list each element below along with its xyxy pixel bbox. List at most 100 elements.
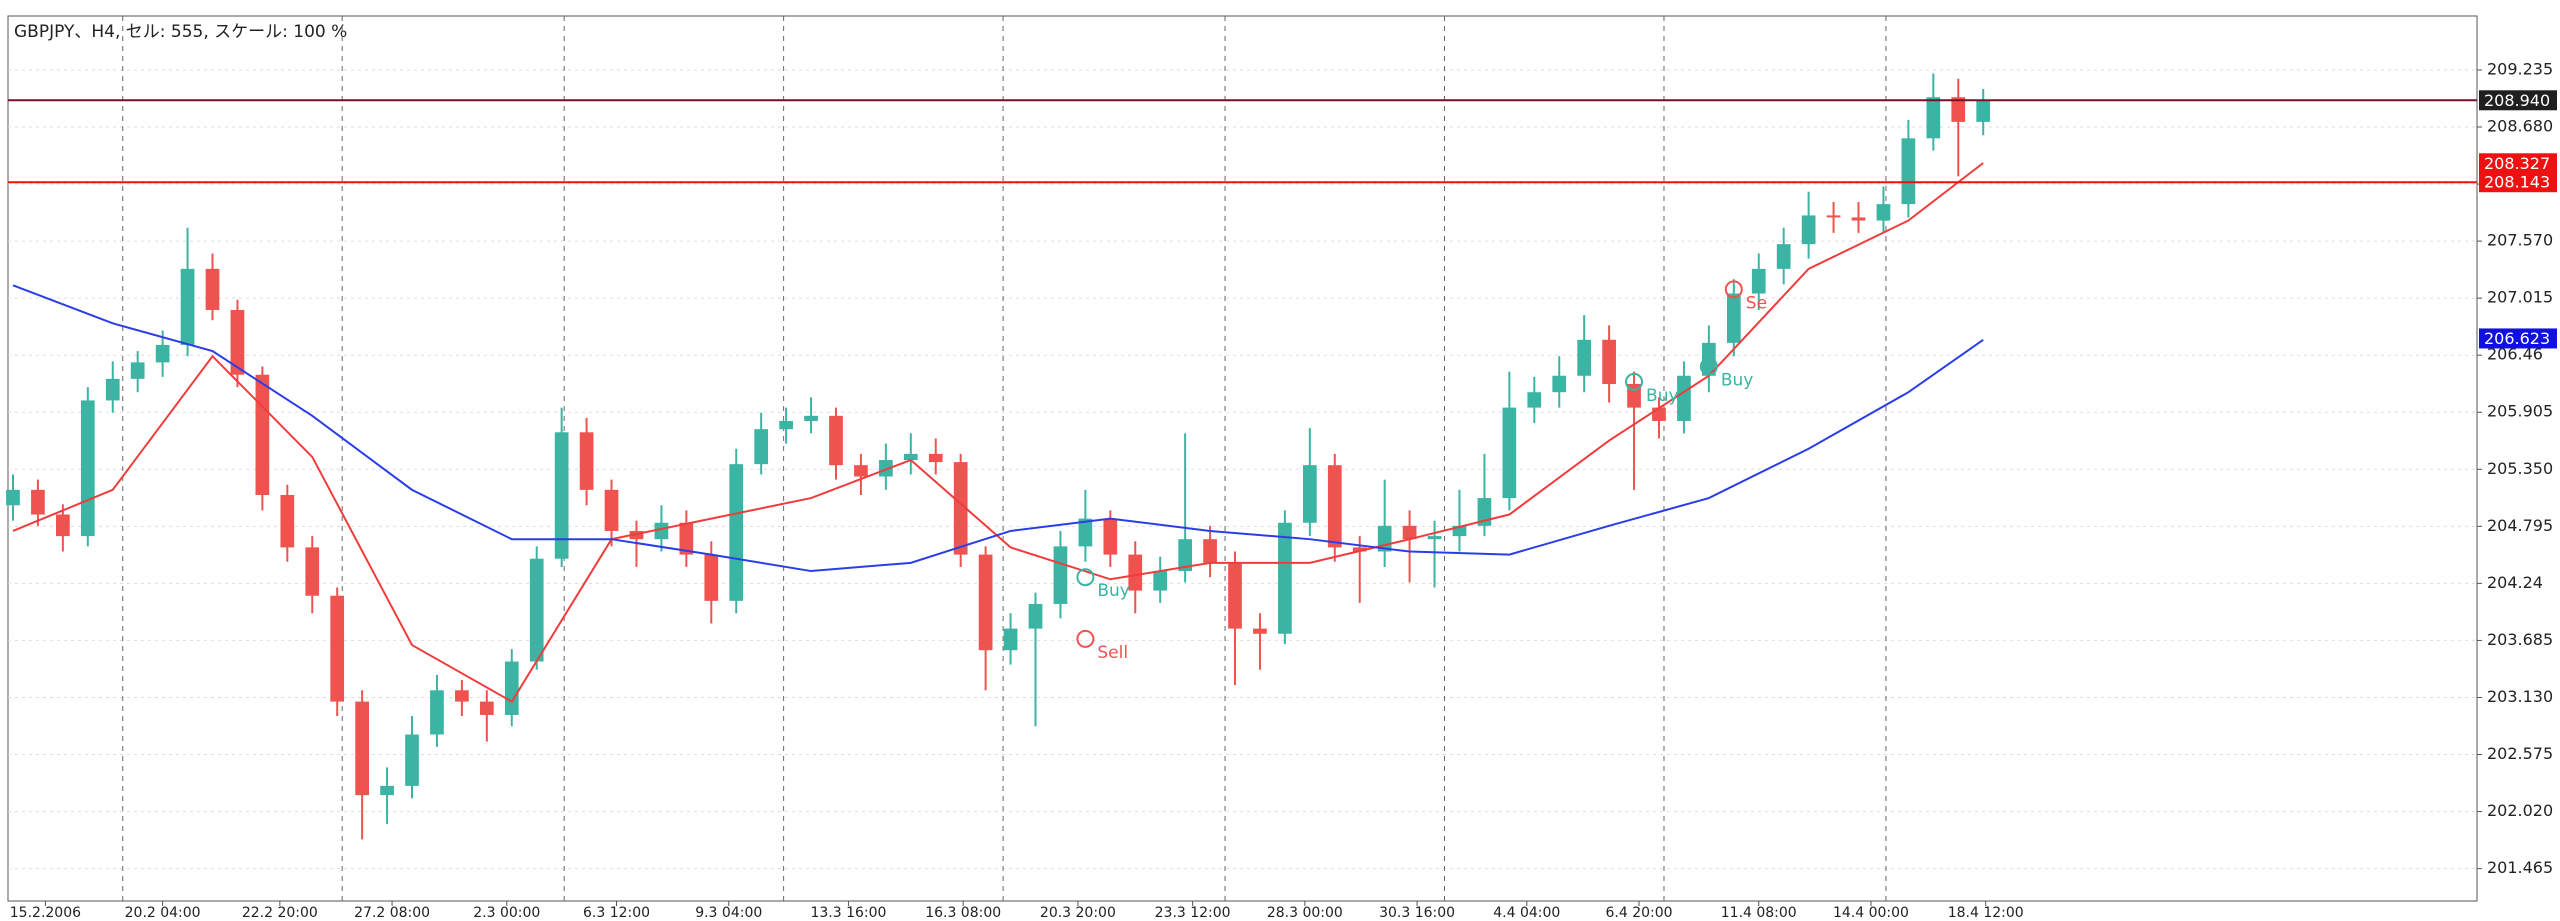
candle-body [1726,293,1741,343]
candle-body [130,362,145,379]
candle-body [1602,339,1616,384]
candle-body [1502,407,1517,499]
candle-body [479,701,494,715]
y-tick-label: 202.575 [2487,744,2553,763]
candle-body [1527,392,1542,408]
candle-body [1078,518,1093,547]
candle-body [1652,407,1666,421]
price-badge [2479,153,2557,174]
candle-body [654,522,669,540]
price-badge-label: 206.623 [2484,329,2550,348]
candle-body [1253,628,1267,634]
x-tick-label: 9.3 04:00 [695,905,762,921]
x-tick-label: 23.3 12:00 [1155,905,1231,921]
price-badge [2479,172,2557,193]
candle-body [1552,375,1567,393]
candle-body [978,554,993,651]
candle-body [1876,204,1891,221]
candle-body [80,400,95,537]
candle-body [579,432,594,490]
candle-body [1352,547,1367,552]
candle-body [1278,522,1292,634]
candle-body [754,429,769,465]
candle-body [1851,217,1866,221]
y-tick-label: 204.795 [2487,516,2553,535]
candle-body [879,460,893,477]
candle-body [704,554,719,601]
price-badge-label: 208.940 [2484,91,2550,110]
candle-body [1103,518,1118,555]
candle-body [1128,554,1143,591]
candle-body [6,489,20,506]
candle-body [1228,562,1242,629]
x-tick-label: 18.4 12:00 [1948,905,2024,921]
candle-body [1327,465,1342,548]
plot-frame [7,15,2478,902]
price-badge-label: 208.327 [2484,154,2550,173]
y-tick-label: 205.350 [2487,459,2553,478]
x-tick-label: 2.3 00:00 [473,905,540,921]
candle-body [1302,465,1317,523]
candle-body [529,558,544,662]
trade-label: Sell [1097,643,1128,663]
y-tick-label: 209.235 [2487,59,2553,78]
y-tick-label: 202.020 [2487,801,2553,820]
candle-body [1178,539,1192,572]
x-tick-label: 13.3 16:00 [810,905,886,921]
x-tick-label: 30.3 16:00 [1379,905,1455,921]
price-badge-label: 208.143 [2484,173,2550,192]
moving-average [12,284,1984,573]
candle-body [1826,215,1841,218]
x-tick-label: 28.3 00:00 [1267,905,1343,921]
candle-body [230,309,245,375]
candle-body [1452,525,1467,537]
x-tick-label: 22.2 20:00 [242,905,318,921]
candle-body [305,547,320,596]
y-tick-label: 204.24 [2487,573,2543,592]
x-tick-label: 20.2 04:00 [125,905,201,921]
y-tick-label: 207.570 [2487,231,2553,250]
candle-body [1427,536,1442,540]
candle-body [953,462,968,555]
candle-body [56,514,70,537]
x-tick-label: 6.3 12:00 [583,905,650,921]
y-tick-label: 206.46 [2487,345,2543,364]
trade-label: Buy [1646,386,1679,406]
x-tick-label: 11.4 08:00 [1721,905,1797,921]
candle-body [330,595,345,702]
price-badge [2479,90,2557,111]
candle-body [804,415,818,421]
candle-body [554,432,569,559]
candle-body [1402,525,1417,540]
candle-body [1976,100,1991,122]
candle-body [1951,97,1966,122]
trade-label: Buy [1097,581,1130,601]
y-tick-label: 208.680 [2487,117,2553,136]
trade-marker [1076,629,1095,648]
x-tick-label: 6.4 20:00 [1606,905,1673,921]
price-badge [2479,328,2557,349]
candle-body [629,530,644,540]
chart-title: GBPJPY、H4, セル: 555, スケール: 100 % [14,22,347,42]
candle-body [928,453,943,463]
candle-body [779,420,793,430]
candle-body [1003,628,1018,651]
candle-body [1053,546,1068,604]
candle-body [729,464,744,601]
y-tick-label: 203.685 [2487,630,2553,649]
x-tick-label: 14.4 00:00 [1833,905,1909,921]
trade-marker [1625,372,1644,391]
candle-body [355,701,369,796]
candle-body [1677,375,1691,421]
candle-body [504,661,519,715]
candle-body [1751,268,1766,294]
candle-body [280,494,295,548]
x-tick-label: 16.3 08:00 [925,905,1001,921]
y-tick-label: 207.015 [2487,288,2553,307]
y-tick-label: 201.465 [2487,858,2553,877]
y-tick-label: 205.905 [2487,402,2553,421]
x-tick-label: 27.2 08:00 [354,905,430,921]
candle-body [829,415,843,466]
candle-body [1153,571,1168,591]
